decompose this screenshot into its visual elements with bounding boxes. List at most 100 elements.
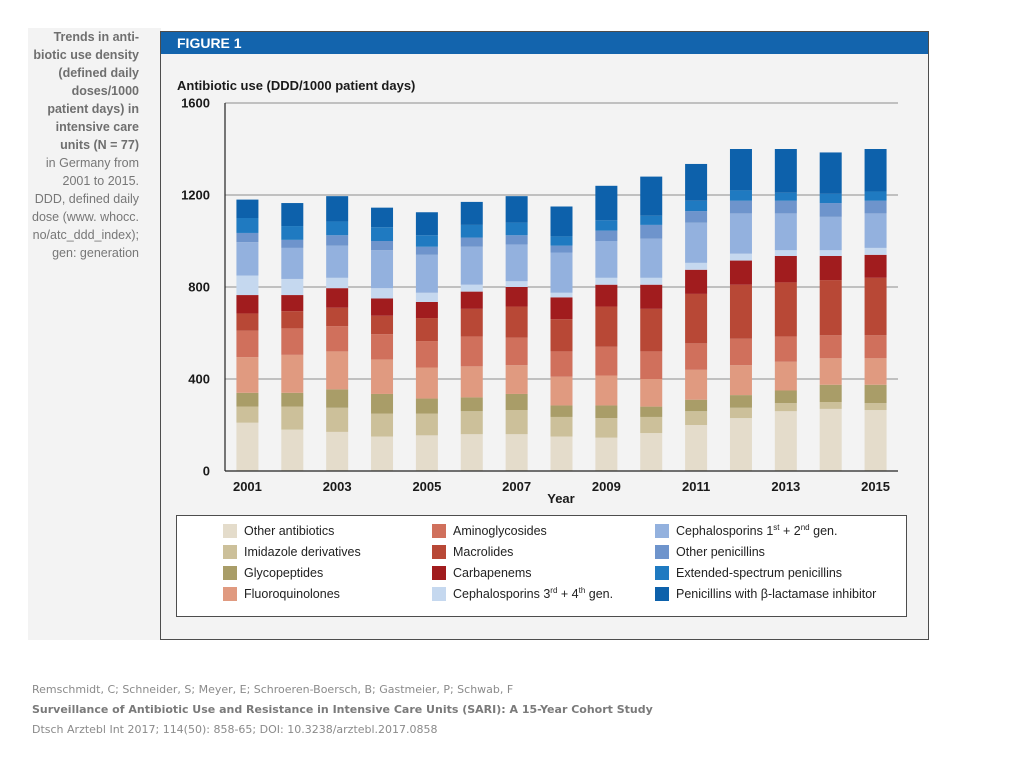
legend-label: Aminoglycosides xyxy=(453,524,547,538)
bar-segment xyxy=(774,250,797,256)
bar-segment xyxy=(326,235,349,246)
legend-swatch xyxy=(223,545,237,559)
bar-segment xyxy=(595,241,618,278)
bar-segment xyxy=(505,410,528,435)
bar-segment xyxy=(326,326,349,352)
legend-swatch xyxy=(223,587,237,601)
bar-segment xyxy=(460,237,483,247)
legend-item-cephalosporins-1st-2nd: Cephalosporins 1st + 2nd gen. xyxy=(655,522,837,540)
bar-segment xyxy=(640,224,663,239)
bar-segment xyxy=(236,242,259,276)
bar-segment xyxy=(595,405,618,419)
bar-segment xyxy=(729,407,752,419)
legend-label: Carbapenems xyxy=(453,566,532,580)
bar-segment xyxy=(640,351,663,379)
bar-segment xyxy=(281,392,304,407)
bar-segment xyxy=(774,403,797,412)
bar-segment xyxy=(371,436,394,471)
bar-segment xyxy=(505,306,528,338)
bar-segment xyxy=(326,389,349,408)
bar-segment xyxy=(415,435,438,471)
legend-item-extended-spectrum-penicillins: Extended-spectrum penicillins xyxy=(655,564,842,582)
legend-item-imidazole-derivatives: Imidazole derivatives xyxy=(223,543,361,561)
bar-segment xyxy=(729,253,752,261)
legend: Other antibiotics Imidazole derivatives … xyxy=(176,515,907,617)
legend-swatch xyxy=(223,524,237,538)
bar-segment xyxy=(774,255,797,283)
bar-segment xyxy=(685,269,708,294)
y-tick-label: 1200 xyxy=(181,188,210,203)
bar-segment xyxy=(864,254,887,278)
bar-segment xyxy=(819,384,842,402)
legend-label: Other penicillins xyxy=(676,545,765,559)
bar-segment xyxy=(415,341,438,368)
y-tick-label: 400 xyxy=(188,372,210,387)
bar-segment xyxy=(281,429,304,471)
caption-panel: Trends in anti- biotic use density (defi… xyxy=(28,28,161,640)
bar-segment xyxy=(281,328,304,355)
bar-segment xyxy=(640,284,663,309)
legend-label: Imidazole derivatives xyxy=(244,545,361,559)
legend-item-other-penicillins: Other penicillins xyxy=(655,543,765,561)
bar-segment xyxy=(281,203,304,227)
bar-segment xyxy=(505,196,528,223)
bar-segment xyxy=(819,255,842,281)
bar-segment xyxy=(371,207,394,228)
bar-segment xyxy=(864,200,887,214)
x-tick-label: 2003 xyxy=(323,479,352,494)
bar-segment xyxy=(371,315,394,335)
bar-segment xyxy=(460,201,483,225)
bar-segment xyxy=(505,393,528,411)
bar-segment xyxy=(505,434,528,471)
legend-swatch xyxy=(432,566,446,580)
bar-segment xyxy=(685,293,708,344)
bar-segment xyxy=(326,221,349,236)
figure-caption: Trends in anti- biotic use density (defi… xyxy=(14,28,139,262)
bar-segment xyxy=(505,287,528,307)
bar-segment xyxy=(685,399,708,412)
bar-segment xyxy=(550,416,573,437)
bar-segment xyxy=(595,185,618,221)
bar-segment xyxy=(505,365,528,394)
legend-swatch xyxy=(432,545,446,559)
x-axis-label: Year xyxy=(547,491,574,506)
bar-segment xyxy=(864,149,887,192)
legend-label: Penicillins with β-lactamase inhibitor xyxy=(676,587,877,601)
y-tick-label: 0 xyxy=(203,464,210,479)
bar-segment xyxy=(236,330,259,358)
bar-segment xyxy=(640,379,663,407)
bar-segment xyxy=(236,275,259,296)
bar-segment xyxy=(774,192,797,201)
legend-item-cephalosporins-3rd-4th: Cephalosporins 3rd + 4th gen. xyxy=(432,585,613,603)
bar-segment xyxy=(371,227,394,241)
bar-segment xyxy=(729,213,752,254)
bar-segment xyxy=(819,250,842,256)
bar-segment xyxy=(640,176,663,216)
legend-item-fluoroquinolones: Fluoroquinolones xyxy=(223,585,340,603)
bar-segment xyxy=(729,338,752,366)
bar-segment xyxy=(236,295,259,314)
bar-segment xyxy=(640,308,663,352)
bar-segment xyxy=(550,436,573,471)
bar-segment xyxy=(550,319,573,352)
bar-segment xyxy=(550,405,573,417)
bar-segment xyxy=(326,196,349,222)
bar-segment xyxy=(864,384,887,404)
bar-segment xyxy=(281,311,304,329)
bar-segment xyxy=(371,359,394,394)
bar-segment xyxy=(460,434,483,471)
bar-segment xyxy=(819,408,842,471)
y-tick-label: 800 xyxy=(188,280,210,295)
bar-segment xyxy=(326,288,349,308)
bar-segment xyxy=(819,193,842,204)
x-tick-label: 2009 xyxy=(592,479,621,494)
bar-segment xyxy=(415,254,438,293)
bar-segment xyxy=(864,247,887,255)
bar-segment xyxy=(595,306,618,347)
bar-segment xyxy=(595,230,618,241)
bar-segment xyxy=(819,358,842,385)
bar-segment xyxy=(774,390,797,404)
legend-item-carbapenems: Carbapenems xyxy=(432,564,532,582)
bar-segment xyxy=(236,422,259,471)
bar-segment xyxy=(326,245,349,278)
